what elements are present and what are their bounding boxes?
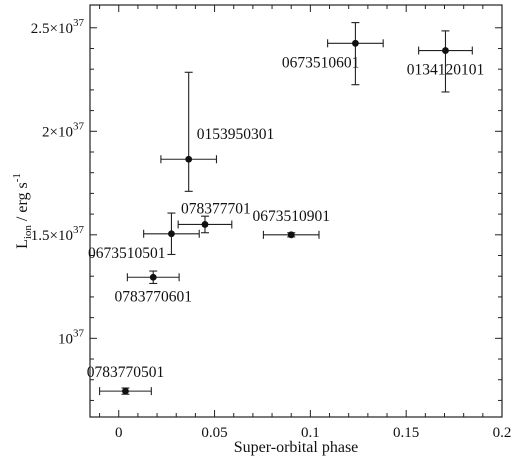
y-tick-label: 2×1037 [42, 120, 84, 140]
y-tick-label: 1037 [58, 327, 85, 347]
data-point: 0153950301 [160, 71, 274, 192]
data-point: 0783770601 [114, 270, 192, 305]
y-axis-label-subscript: ion [22, 225, 34, 240]
y-tick-label-exponent: 37 [73, 120, 85, 132]
y-tick-label-exponent: 37 [73, 17, 85, 29]
x-tick-label: 0.05 [201, 425, 227, 441]
y-tick-label: 1.5×1037 [31, 224, 85, 244]
point-marker [442, 47, 449, 54]
x-tick-label: 0.15 [393, 425, 419, 441]
point-label: 0153950301 [197, 126, 274, 143]
point-marker [122, 387, 129, 395]
x-axis-label: Super-orbital phase [234, 439, 359, 456]
point-label: 0134120101 [407, 62, 485, 79]
point-marker [149, 273, 157, 281]
point-label: 0673510901 [252, 208, 330, 225]
data-point: 0134120101 [407, 30, 485, 93]
y-axis-label-superscript: -1 [11, 173, 23, 182]
data-point: 0673510901 [252, 208, 330, 239]
x-tick-label: 0.1 [301, 425, 320, 441]
axis-ticks: 0 0.05 0.1 0.15 0.210371.5×10372×10372.5×103… [31, 5, 512, 441]
y-tick-label-mantissa: 1.5×10 [31, 228, 73, 244]
point-label: 078377701 [181, 200, 251, 217]
point-marker [185, 155, 193, 163]
point-label: 0673510601 [282, 54, 360, 71]
x-tick-label: 0 [115, 425, 123, 441]
point-label: 0783770601 [114, 288, 192, 305]
y-tick-label-mantissa: 2.5×10 [31, 21, 73, 37]
x-tick-label: 0.2 [493, 425, 512, 441]
data-point: 078377701 [177, 200, 251, 234]
point-marker [201, 221, 209, 228]
y-tick-label-mantissa: 10 [58, 331, 73, 347]
data-point: 0673510601 [282, 22, 384, 86]
y-tick-label-mantissa: 2×10 [42, 124, 73, 140]
point-marker [287, 231, 295, 239]
point-marker [168, 230, 175, 238]
point-marker [352, 39, 359, 47]
y-axis-label-main: L [14, 239, 31, 249]
plot-frame [89, 4, 503, 418]
y-axis-label: Lion / erg s-1 [11, 173, 34, 249]
data-point: 0783770501 [87, 364, 165, 396]
y-tick-label-exponent: 37 [73, 224, 85, 236]
y-axis-label-units: / erg s [14, 182, 31, 225]
point-label: 0783770501 [87, 364, 165, 381]
y-tick-label: 2.5×1037 [31, 17, 85, 37]
point-label: 0673510501 [88, 245, 166, 262]
data-point: 0673510501 [88, 212, 200, 262]
y-tick-label-exponent: 37 [73, 327, 85, 339]
data-points: 0783770501078377060106735105010783777010… [87, 22, 485, 396]
